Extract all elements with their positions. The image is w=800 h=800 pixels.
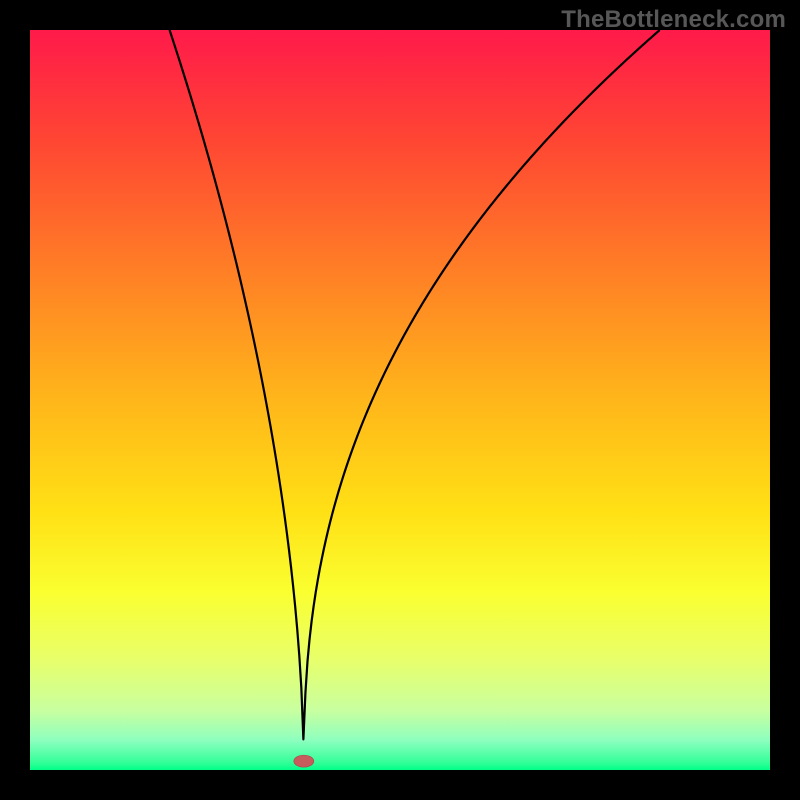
minimum-marker [30,30,770,770]
chart-frame: TheBottleneck.com [0,0,800,800]
plot-area [30,30,770,770]
